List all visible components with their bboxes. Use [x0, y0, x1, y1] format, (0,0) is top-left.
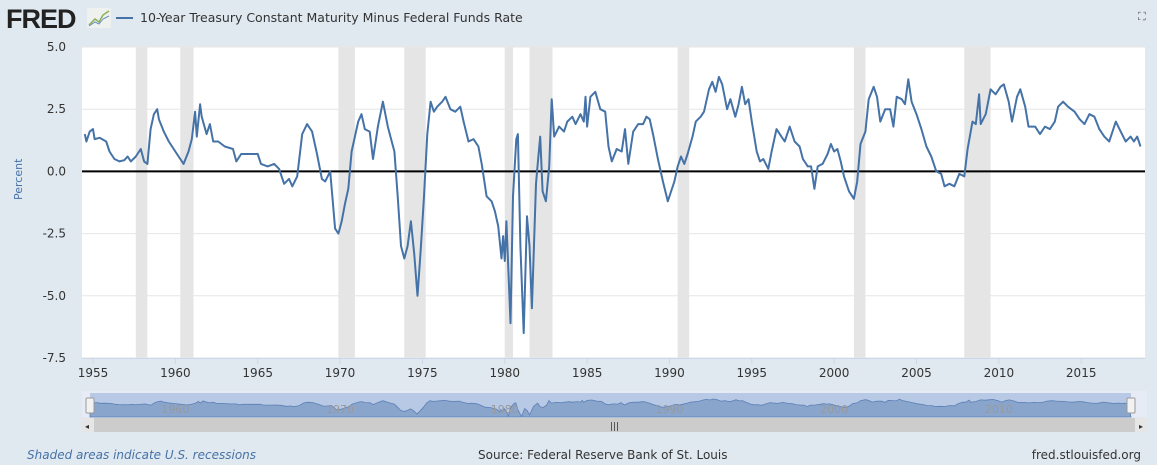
legend-item[interactable]: 10-Year Treasury Constant Maturity Minus… [116, 10, 523, 25]
recession-band [404, 47, 426, 358]
navigator-handle[interactable] [1126, 397, 1136, 414]
scrollbar-thumb[interactable] [94, 418, 1135, 432]
recession-band [677, 47, 690, 358]
x-tick-label: 1970 [325, 366, 356, 380]
recession-band [853, 47, 866, 358]
x-tick-label: 1980 [489, 366, 520, 380]
site-link[interactable]: fred.stlouisfed.org [1031, 448, 1141, 462]
navigator-tick-label: 1990 [655, 403, 683, 416]
y-tick-label: 0.0 [47, 164, 66, 178]
x-tick-label: 1995 [737, 366, 768, 380]
recession-band [529, 47, 553, 358]
scroll-left-arrow-icon[interactable]: ◂ [85, 422, 89, 431]
x-tick-label: 1990 [654, 366, 685, 380]
x-tick-label: 1955 [78, 366, 109, 380]
scroll-right-arrow-icon[interactable]: ▸ [1139, 422, 1143, 431]
fred-logo[interactable]: FRED [6, 4, 76, 34]
scrollbar-grip-icon: ||| [610, 422, 619, 432]
source-text: Source: Federal Reserve Bank of St. Loui… [478, 448, 728, 462]
x-tick-label: 1965 [242, 366, 273, 380]
recession-band [135, 47, 148, 358]
navigator-tick-label: 1980 [491, 403, 519, 416]
recession-band [504, 47, 513, 358]
x-tick-label: 2005 [901, 366, 932, 380]
series-line [83, 75, 1142, 335]
recession-note: Shaded areas indicate U.S. recessions [27, 448, 257, 462]
x-tick-label: 1960 [160, 366, 191, 380]
navigator-tick-label: 1960 [161, 403, 189, 416]
x-tick-label: 1985 [572, 366, 603, 380]
y-tick-label: -2.5 [43, 227, 66, 241]
y-tick-label: -5.0 [43, 289, 66, 303]
navigator-tick-label: 1970 [326, 403, 354, 416]
legend-label: 10-Year Treasury Constant Maturity Minus… [140, 10, 523, 25]
navigator-series [89, 398, 1132, 418]
x-tick-label: 2015 [1066, 366, 1097, 380]
y-tick-label: 2.5 [47, 102, 66, 116]
recession-band [964, 47, 991, 358]
navigator-handle[interactable] [85, 397, 95, 414]
navigator-tick-label: 2000 [820, 403, 848, 416]
legend-swatch [116, 16, 133, 19]
expand-icon[interactable]: ⛶ [1138, 10, 1146, 23]
x-tick-label: 2000 [819, 366, 850, 380]
y-tick-label: -7.5 [43, 351, 66, 365]
navigator-tick-label: 2010 [985, 403, 1013, 416]
fred-chart-icon [87, 8, 111, 28]
recession-band [180, 47, 194, 358]
recession-band [338, 47, 355, 358]
x-tick-label: 1975 [407, 366, 438, 380]
x-tick-label: 2010 [984, 366, 1015, 380]
y-tick-label: 5.0 [47, 40, 66, 54]
